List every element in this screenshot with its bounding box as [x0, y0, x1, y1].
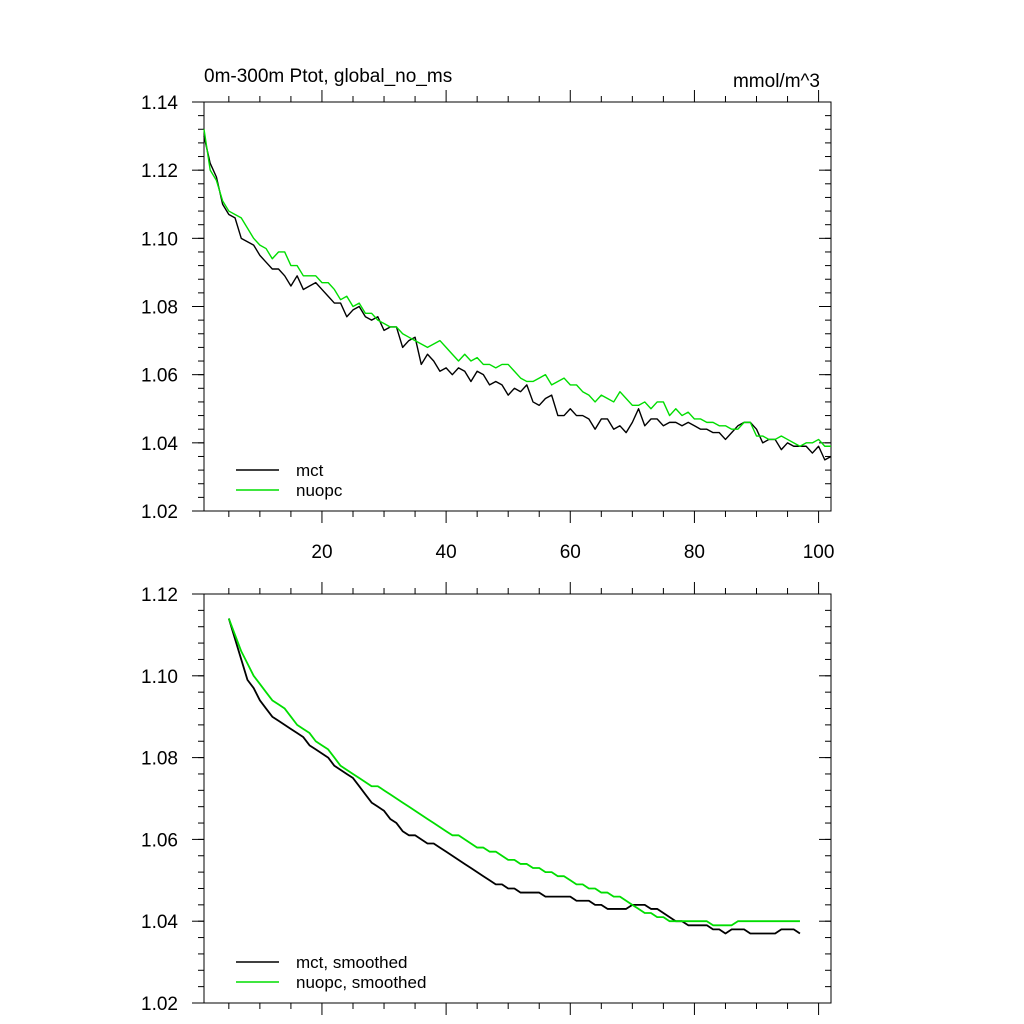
- series-line-mct-smoothed: [227, 618, 801, 935]
- x-tick-label: 20: [311, 542, 332, 563]
- y-tick-label: 1.10: [141, 229, 178, 250]
- y-tick-label: 1.08: [141, 749, 178, 770]
- bottom-plot-frame: [203, 593, 832, 1004]
- top-chart-units: mmol/m^3: [733, 71, 820, 92]
- y-tick-label: 1.06: [141, 366, 178, 387]
- legend-label: mct: [296, 461, 324, 480]
- y-tick-label: 1.02: [141, 502, 178, 523]
- x-tick-label: 60: [560, 542, 581, 563]
- y-tick-label: 1.12: [141, 161, 178, 182]
- series-line-nuopc-smoothed: [227, 618, 800, 927]
- top-ticks: 1.02 1.04 1.06 1.08 1.10 1.12 1.14 20 40 60 80 100: [141, 90, 834, 563]
- bottom-ticks: 1.02 1.04 1.06 1.08 1.10 1.12: [141, 582, 831, 1015]
- y-tick-label: 1.02: [141, 994, 178, 1015]
- legend-label: mct, smoothed: [296, 953, 408, 972]
- y-tick-label: 1.12: [141, 585, 178, 606]
- x-tick-label: 40: [436, 542, 457, 563]
- top-panel: 0m-300m Ptot, global_no_ms mmol/m^3 1.02…: [141, 66, 834, 563]
- y-tick-label: 1.08: [141, 298, 178, 319]
- top-chart-title: 0m-300m Ptot, global_no_ms: [204, 66, 452, 87]
- series-line-nuopc: [203, 129, 831, 447]
- legend-label: nuopc, smoothed: [296, 973, 426, 992]
- bottom-panel: 1.02 1.04 1.06 1.08 1.10 1.12 mct, smoothednu…: [141, 582, 832, 1015]
- top-plot-frame: [203, 101, 832, 512]
- x-tick-label: 80: [684, 542, 705, 563]
- series-line-mct: [203, 135, 832, 461]
- x-tick-label: 100: [803, 542, 835, 563]
- y-tick-label: 1.04: [141, 912, 178, 933]
- top-series: [203, 129, 832, 461]
- y-tick-label: 1.10: [141, 667, 178, 688]
- y-tick-label: 1.06: [141, 830, 178, 851]
- legend-label: nuopc: [296, 481, 343, 500]
- y-tick-label: 1.14: [141, 93, 178, 114]
- y-tick-label: 1.04: [141, 434, 178, 455]
- bottom-series: [227, 618, 801, 935]
